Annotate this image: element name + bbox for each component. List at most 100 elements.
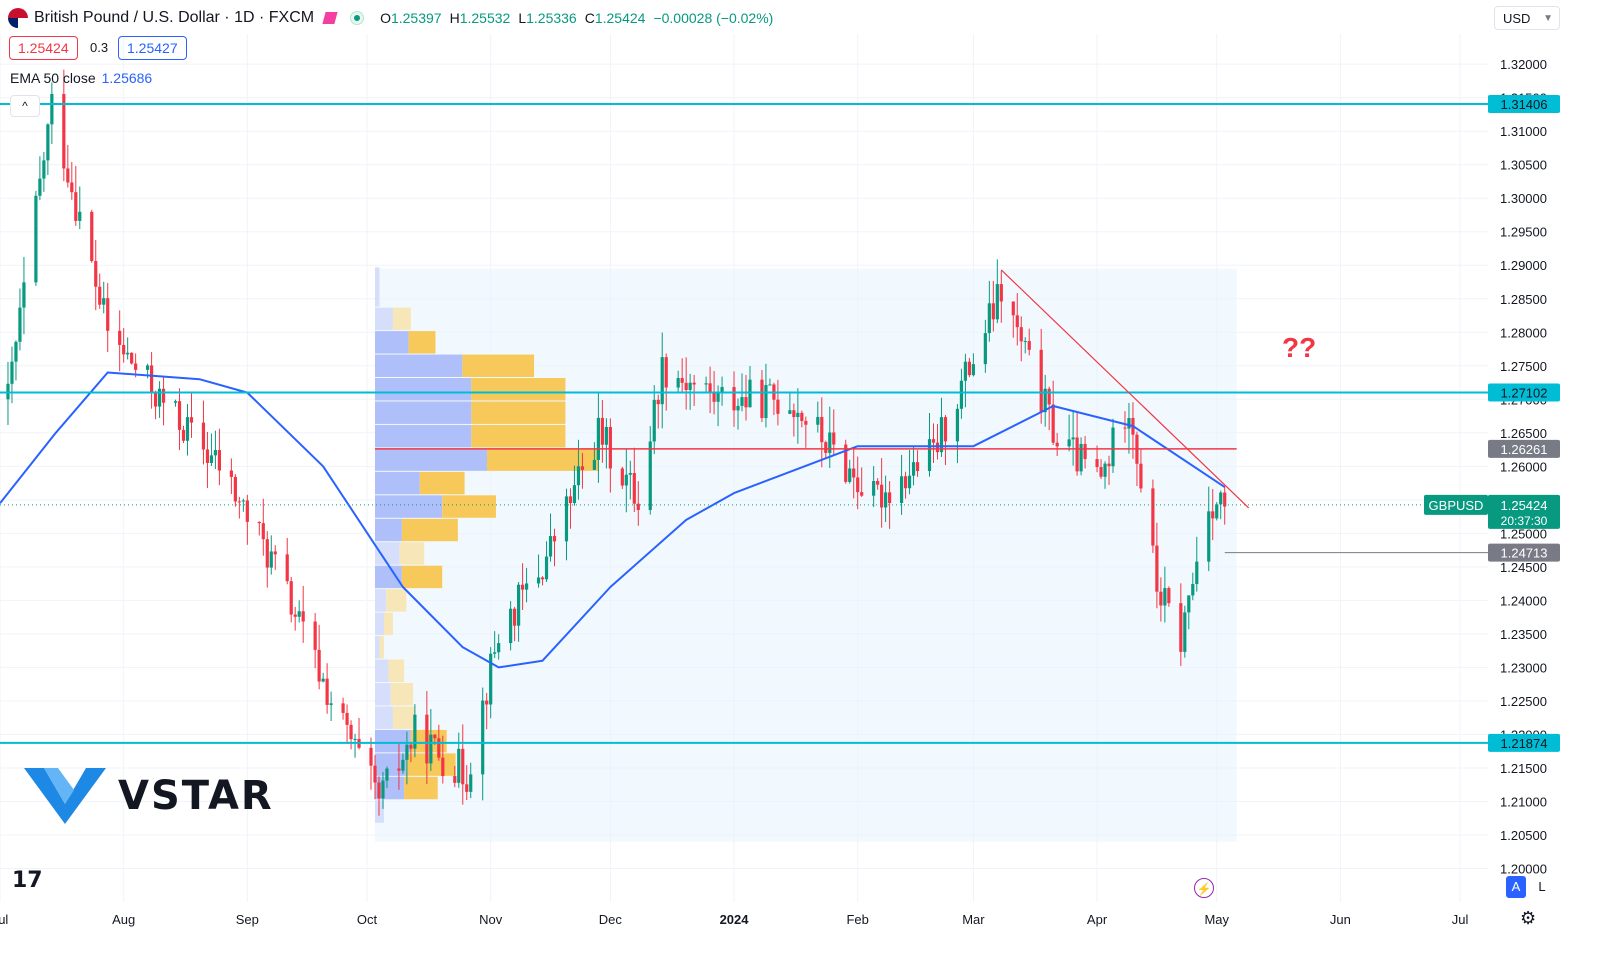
candle-body xyxy=(233,476,237,502)
candle-body xyxy=(927,439,932,472)
candle-body xyxy=(624,474,628,486)
lightning-icon[interactable]: ⚡ xyxy=(1194,878,1214,898)
level-price-label: 1.31406 xyxy=(1501,97,1548,112)
settings-gear-icon[interactable]: ⚙ xyxy=(1520,908,1537,928)
candle-body xyxy=(816,416,820,425)
candle-body xyxy=(716,392,720,402)
candle-body xyxy=(1183,612,1187,652)
candle-body xyxy=(792,410,796,418)
auto-scale-button[interactable]: A xyxy=(1506,876,1526,898)
candle-body xyxy=(134,363,138,370)
candle-body xyxy=(1191,584,1195,596)
candle-body xyxy=(413,714,417,749)
candle-body xyxy=(373,765,377,783)
ema-label: EMA 50 close xyxy=(10,70,96,86)
x-tick-label: Mar xyxy=(962,912,985,927)
candle-body xyxy=(1071,437,1075,440)
candle-body xyxy=(692,382,696,385)
sell-price-button[interactable]: 1.25424 xyxy=(9,36,78,60)
y-tick-label: 1.29500 xyxy=(1500,225,1547,240)
candle-body xyxy=(712,393,716,402)
ema-value: 1.25686 xyxy=(101,70,153,86)
volume-bar-down xyxy=(401,565,443,589)
ema-legend[interactable]: EMA 50 close 1.25686 xyxy=(10,70,152,86)
candle-body xyxy=(1211,511,1215,519)
candle-body xyxy=(66,168,70,183)
candle-body xyxy=(425,714,429,764)
collapse-legend-button[interactable]: ^ xyxy=(10,95,40,117)
flag-icon[interactable] xyxy=(322,12,338,24)
brand-name: VSTAR xyxy=(118,773,274,819)
log-scale-button[interactable]: L xyxy=(1538,879,1546,894)
buy-price-button[interactable]: 1.25427 xyxy=(118,36,187,60)
volume-bar-up xyxy=(374,448,488,471)
candle-body xyxy=(548,536,553,557)
x-tick-label: Feb xyxy=(846,912,868,927)
volume-bar-up xyxy=(374,331,409,354)
candle-body xyxy=(576,466,581,486)
candle-body xyxy=(301,611,305,622)
candle-body xyxy=(760,379,764,419)
spread-value: 0.3 xyxy=(90,40,109,55)
candle-body xyxy=(1095,459,1099,468)
ohlc-close: C1.25424 xyxy=(584,10,646,26)
ohlc-high: H1.25532 xyxy=(449,10,511,26)
ema-50-line xyxy=(0,371,1226,669)
candle-body xyxy=(153,393,158,407)
symbol-header[interactable]: British Pound / U.S. Dollar · 1D · FXCM … xyxy=(8,6,773,30)
y-tick-label: 1.27500 xyxy=(1500,359,1547,374)
low-price-label: 1.24713 xyxy=(1501,546,1548,561)
candle-body xyxy=(931,439,936,443)
candle-body xyxy=(1103,463,1107,477)
y-tick-label: 1.23000 xyxy=(1500,660,1547,675)
vstar-logo: VSTAR xyxy=(24,766,274,826)
tradingview-logo-icon[interactable]: 17 xyxy=(12,868,43,893)
candle-body xyxy=(1023,341,1027,343)
volume-bar-up xyxy=(374,729,411,753)
candle-body xyxy=(520,584,525,590)
currency-select[interactable]: USD ▼ xyxy=(1494,6,1560,30)
candle-body xyxy=(185,417,190,441)
candle-body xyxy=(1179,603,1183,652)
candle-body xyxy=(955,408,960,442)
candle-body xyxy=(652,399,656,442)
y-tick-label: 1.31000 xyxy=(1500,124,1547,139)
candle-body xyxy=(377,782,381,799)
candle-body xyxy=(146,365,150,370)
candle-body xyxy=(265,539,269,568)
y-tick-label: 1.23500 xyxy=(1500,627,1547,642)
candle-body xyxy=(1075,437,1079,472)
candle-body xyxy=(237,501,241,503)
candle-body xyxy=(764,385,768,419)
level-price-label-bg xyxy=(1488,383,1560,402)
candle-body xyxy=(1043,388,1047,413)
volume-bar-up xyxy=(374,659,389,682)
candle-body xyxy=(441,757,445,777)
low-price-label-bg xyxy=(1488,543,1560,562)
symbol-title[interactable]: British Pound / U.S. Dollar · 1D · FXCM xyxy=(34,9,315,26)
candle-body xyxy=(844,444,848,482)
market-status-icon[interactable] xyxy=(350,11,365,25)
volume-bar-down xyxy=(419,471,465,495)
candle-body xyxy=(524,583,529,590)
candle-body xyxy=(409,744,413,749)
volume-bar-down xyxy=(388,659,405,682)
candle-body xyxy=(983,333,987,365)
candle-body xyxy=(1083,443,1087,460)
symbol-tag-bg xyxy=(1424,494,1488,515)
candle-body xyxy=(636,503,640,510)
volume-bar-down xyxy=(383,612,393,636)
volume-bar-up xyxy=(374,471,420,495)
candle-body xyxy=(1107,463,1111,467)
candle-body xyxy=(907,475,912,489)
volume-bar-up xyxy=(374,518,402,542)
volume-bar-down xyxy=(471,378,566,401)
candle-body xyxy=(899,476,904,504)
candle-body xyxy=(62,93,66,169)
question-annotation[interactable]: ?? xyxy=(1282,332,1317,363)
candle-body xyxy=(173,401,178,403)
candle-body xyxy=(1039,349,1043,413)
candle-body xyxy=(1047,388,1051,405)
candle-body xyxy=(648,441,652,510)
